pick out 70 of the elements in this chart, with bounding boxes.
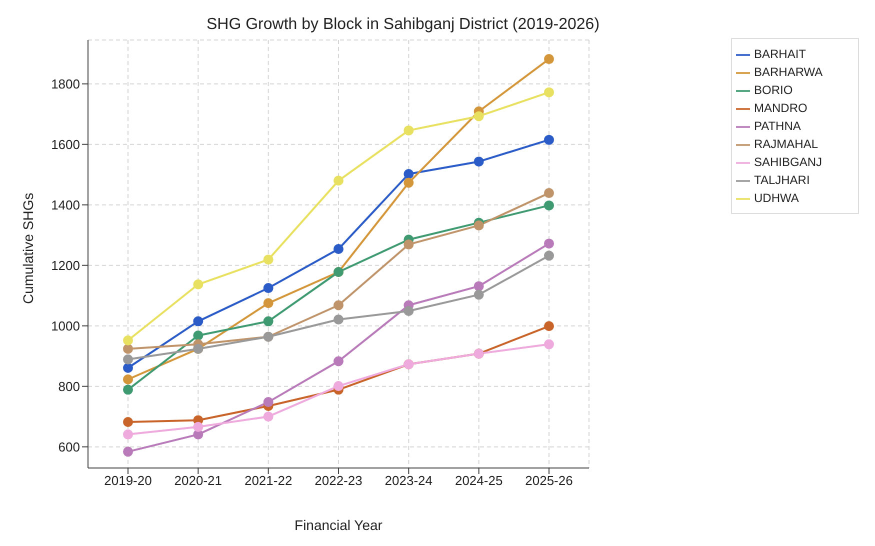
point [334,244,344,254]
point [474,220,484,230]
point [263,412,274,422]
chart-title: SHG Growth by Block in Sahibganj District (2019-2026) [205,16,601,34]
point [544,321,554,332]
point [474,290,484,300]
point [263,254,274,265]
point [404,178,414,188]
y-axis-title: Cumulative SHGs [20,192,36,304]
y-tick-label: 1000 [51,318,80,334]
point [193,330,204,341]
x-tick-label: 2020-21 [174,473,222,488]
legend-label: BARHARWA [754,65,823,79]
legend-label: BORIO [754,83,793,97]
point [123,446,133,457]
x-tick-label: 2019-20 [104,473,152,488]
y-tick-label: 1600 [51,136,80,152]
legend-label: SAHIBGANJ [754,155,822,169]
point [404,125,414,136]
x-tick-label: 2022-23 [314,473,362,488]
point [123,384,133,395]
legend-label: PATHNA [754,119,801,133]
point [193,316,204,326]
y-tick-label: 1400 [51,197,80,212]
point [544,238,554,249]
point [263,397,274,408]
point [193,279,204,290]
x-tick-label: 2025-26 [525,473,573,488]
point [123,335,133,346]
point [404,306,414,316]
legend-label: RAJMAHAL [754,137,818,151]
y-tick-label: 1800 [51,76,80,92]
point [334,314,344,324]
point [474,156,484,167]
point [263,283,274,294]
point [123,374,133,384]
point [404,168,414,179]
y-tick-label: 1200 [51,258,80,273]
legend-label: TALJHARI [754,173,810,187]
x-tick-label: 2021-22 [244,473,292,488]
point [334,356,344,366]
point [474,281,484,292]
point [263,316,274,326]
legend-label: MANDRO [754,101,808,115]
point [123,417,133,428]
point [544,134,554,145]
point [123,429,133,440]
y-tick-label: 600 [58,439,80,454]
y-tick-label: 800 [58,378,80,394]
point [193,422,204,432]
point [544,87,554,98]
point [334,300,344,310]
point [544,339,554,350]
point [544,54,554,64]
point [544,200,554,210]
point [404,239,414,250]
point [474,111,484,122]
x-tick-label: 2024-25 [454,473,503,488]
point [334,381,344,392]
point [334,176,344,186]
legend-label: BARHAIT [754,47,806,61]
point [544,250,554,261]
point [123,362,133,373]
point [123,354,133,364]
legend-label: UDHWA [754,191,799,205]
point [263,298,274,308]
point [123,344,133,354]
point [544,188,554,198]
x-axis-title: Financial Year [294,517,383,533]
x-tick-label: 2023-24 [384,473,433,488]
